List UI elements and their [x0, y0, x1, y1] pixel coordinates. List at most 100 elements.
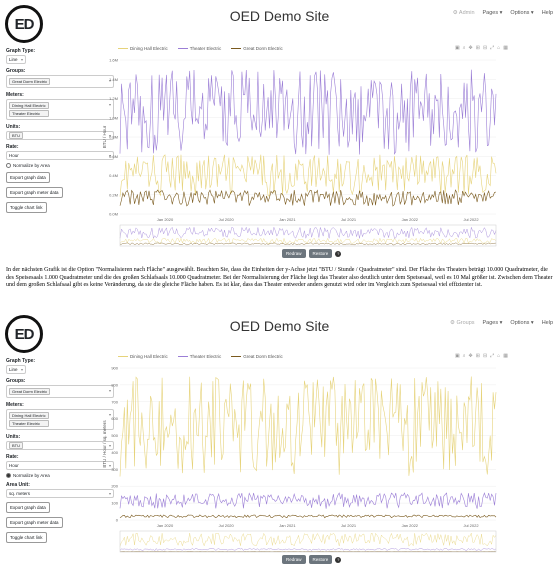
area-unit-select[interactable]: sq. meters ▾ [6, 489, 114, 498]
nav-admin[interactable]: ⚙ Admin [452, 10, 475, 16]
units-select[interactable]: BTU ▾ [6, 441, 114, 450]
legend-item[interactable]: Dining Hall Electric [118, 354, 168, 359]
normalize-label: Normalize by Area [13, 163, 50, 168]
nav-groups[interactable]: ⚙ Groups [450, 320, 475, 326]
x-tick-label: Jul 2021 [341, 523, 357, 528]
line-chart[interactable]: BTU / Hour / sq. meters 0 100 200 300 400 500 6… [100, 364, 500, 554]
help-icon[interactable]: ? [335, 556, 342, 563]
nav-groups-label: Groups [456, 320, 475, 326]
y-tick-label: 700 [111, 399, 118, 404]
rate-value: Hour [9, 153, 19, 158]
legend-item[interactable]: Great Dorm Electric [231, 354, 283, 359]
zoom-out-icon[interactable]: ⊟ [482, 353, 488, 359]
graph-type-select[interactable]: Line ▾ [6, 365, 26, 374]
chevron-down-icon: ▾ [108, 463, 111, 468]
graph-type-label: Graph Type: [6, 48, 36, 54]
export-meter-data-button[interactable]: Export graph meter data [6, 517, 63, 528]
rate-select[interactable]: Hour ▾ [6, 461, 114, 470]
nav-help[interactable]: Help [541, 10, 553, 16]
explanation-text: In der nächsten Grafik ist die Option "N… [6, 267, 553, 289]
group-chip[interactable]: Great Dorm Electric [9, 78, 51, 85]
export-meter-data-button[interactable]: Export graph meter data [6, 187, 63, 198]
y-tick-label: 800 [111, 382, 118, 387]
export-graph-data-button[interactable]: Export graph data [6, 502, 50, 513]
graph-type-select[interactable]: Line ▾ [6, 55, 26, 64]
unit-chip[interactable]: BTU [9, 132, 23, 139]
nav-pages[interactable]: Pages ▾ [482, 10, 503, 16]
legend-item[interactable]: Great Dorm Electric [231, 46, 283, 51]
chart-modebar: ▣ ⌕ ✥ ⊞ ⊟ ⤢ ⌂ ▦ [455, 353, 508, 359]
legend-label: Great Dorm Electric [243, 354, 283, 359]
legend-item[interactable]: Dining Hall Electric [118, 46, 168, 51]
nav-options[interactable]: Options ▾ [510, 10, 534, 16]
nav-admin-label: Admin [458, 10, 475, 16]
camera-icon[interactable]: ▣ [455, 45, 460, 51]
autoscale-icon[interactable]: ⤢ [490, 353, 495, 359]
nav-pages[interactable]: Pages ▾ [482, 320, 503, 326]
range-slider-line [119, 532, 497, 547]
normalize-radio[interactable] [6, 163, 11, 168]
legend-item[interactable]: Theater Electric [177, 46, 222, 51]
y-tick-label: 0.2M [109, 192, 118, 197]
export-graph-data-button[interactable]: Export graph data [6, 172, 50, 183]
meter-chip[interactable]: Theater Electric [9, 110, 49, 117]
range-slider [119, 224, 497, 247]
meter-chip[interactable]: Theater Electric [9, 420, 49, 427]
redraw-button[interactable]: Redraw [282, 555, 306, 564]
pan-icon[interactable]: ✥ [468, 353, 473, 359]
meter-chip[interactable]: Dining Hall Electric [9, 412, 49, 419]
y-tick-label: 900 [111, 366, 118, 371]
meters-select[interactable]: Dining Hall Electric Theater Electric ▾ [6, 409, 114, 430]
chevron-down-icon: ▾ [108, 78, 111, 83]
zoom-icon[interactable]: ⌕ [462, 45, 466, 51]
redraw-button[interactable]: Redraw [282, 249, 306, 258]
units-select[interactable]: BTU ▾ [6, 131, 114, 140]
line-chart[interactable]: BTU / Hour 0.0M 0.2M 0.4M 0.6M 0.8M 1.0M 1.2M 1.… [100, 56, 500, 248]
meters-label: Meters: [6, 402, 24, 408]
restore-button[interactable]: Restore [308, 555, 333, 564]
reset-axes-icon[interactable]: ⌂ [497, 45, 501, 51]
plotly-logo-icon[interactable]: ▦ [503, 353, 508, 359]
plotly-logo-icon[interactable]: ▦ [503, 45, 508, 51]
normalize-radio[interactable] [6, 473, 11, 478]
groups-select[interactable]: Great Dorm Electric ▾ [6, 75, 114, 88]
toggle-chart-link-button[interactable]: Toggle chart link [6, 202, 47, 213]
series-line [119, 492, 497, 509]
zoom-icon[interactable]: ⌕ [462, 353, 466, 359]
range-slider-line [119, 548, 497, 551]
rate-select[interactable]: Hour ▾ [6, 151, 114, 160]
legend-label: Theater Electric [189, 46, 222, 51]
pan-icon[interactable]: ✥ [468, 45, 473, 51]
group-chip[interactable]: Great Dorm Electric [9, 388, 51, 395]
toggle-chart-link-button[interactable]: Toggle chart link [6, 532, 47, 543]
zoom-in-icon[interactable]: ⊞ [475, 353, 480, 359]
series-line [119, 154, 497, 197]
sidebar-controls: Graph Type: Line ▾ Groups: Great Dorm Ele… [6, 354, 114, 543]
groups-select[interactable]: Great Dorm Electric ▾ [6, 385, 114, 398]
page-title: OED Demo Site [229, 8, 330, 24]
range-slider-line [119, 242, 497, 246]
nav-help[interactable]: Help [541, 320, 553, 326]
help-icon[interactable]: ? [335, 250, 342, 257]
nav-pages-label: Pages [482, 10, 499, 16]
reset-axes-icon[interactable]: ⌂ [497, 353, 501, 359]
range-slider-line [119, 226, 497, 239]
range-slider-line [119, 237, 497, 245]
legend-item[interactable]: Theater Electric [177, 354, 221, 359]
nav-options-label: Options [510, 320, 530, 326]
oed-logo[interactable]: ED [5, 315, 43, 353]
autoscale-icon[interactable]: ⤢ [490, 45, 495, 51]
nav-options[interactable]: Options ▾ [510, 320, 534, 326]
camera-icon[interactable]: ▣ [455, 353, 460, 359]
sidebar-controls: Graph Type: Line ▾ Groups: Great Dorm Ele… [6, 44, 114, 213]
oed-logo[interactable]: ED [5, 5, 43, 43]
page-title: OED Demo Site [229, 318, 330, 334]
oed-screenshot-2: ED OED Demo Site ⚙ Groups Pages ▾ Option… [0, 310, 559, 570]
zoom-out-icon[interactable]: ⊟ [482, 45, 488, 51]
zoom-in-icon[interactable]: ⊞ [475, 45, 480, 51]
restore-button[interactable]: Restore [308, 249, 333, 258]
chevron-down-icon: ▾ [20, 57, 23, 62]
meter-chip[interactable]: Dining Hall Electric [9, 102, 49, 109]
meters-select[interactable]: Dining Hall Electric Theater Electric ▾ [6, 99, 114, 120]
unit-chip[interactable]: BTU [9, 442, 23, 449]
